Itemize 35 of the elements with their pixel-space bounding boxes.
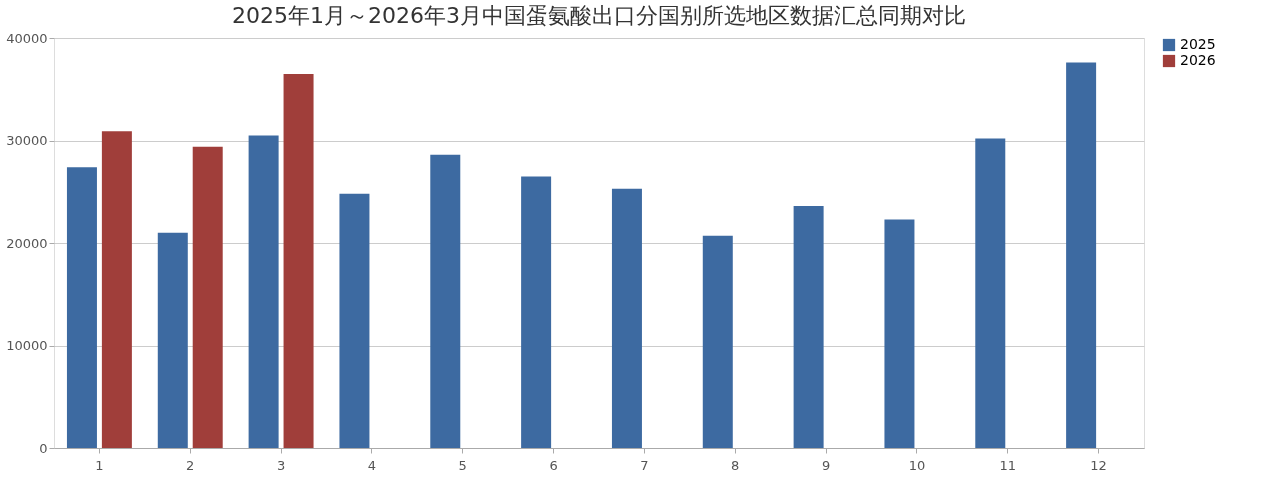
- legend-label: 2025: [1180, 36, 1216, 52]
- bar: [521, 176, 552, 448]
- x-tick-label: 5: [458, 457, 467, 473]
- x-tick-label: 4: [367, 457, 377, 473]
- legend-label: 2026: [1180, 52, 1216, 68]
- bar: [702, 235, 733, 448]
- x-tick-label: 10: [908, 457, 926, 473]
- chart-title: 2025年1月～2026年3月中国蛋氨酸出口分国别所选地区数据汇总同期对比: [232, 3, 966, 28]
- bar: [248, 135, 279, 448]
- bar: [192, 146, 223, 448]
- bar: [157, 232, 188, 448]
- x-tick-label: 8: [731, 457, 740, 473]
- bar: [1066, 62, 1097, 448]
- x-tick-label: 12: [1090, 457, 1107, 473]
- x-tick-label: 9: [821, 457, 831, 473]
- y-tick-label: 30000: [6, 133, 48, 148]
- bar: [430, 154, 461, 448]
- x-tick-label: 7: [640, 457, 649, 473]
- bar: [101, 131, 132, 448]
- y-tick-label: 40000: [6, 30, 48, 46]
- x-tick-label: 11: [999, 457, 1017, 473]
- x-tick-label: 3: [276, 457, 286, 473]
- bar: [611, 188, 642, 448]
- y-tick-label: 0: [39, 440, 48, 456]
- bar: [884, 219, 915, 448]
- x-tick-label: 1: [95, 457, 104, 473]
- bar: [283, 73, 314, 448]
- bar: [975, 138, 1006, 448]
- x-tick-label: 2: [186, 457, 195, 473]
- bar: [66, 167, 97, 448]
- y-tick-label: 20000: [6, 235, 48, 251]
- y-tick-label: 10000: [6, 338, 48, 353]
- bar: [793, 206, 824, 448]
- x-tick-label: 6: [549, 457, 558, 473]
- bar: [339, 193, 370, 448]
